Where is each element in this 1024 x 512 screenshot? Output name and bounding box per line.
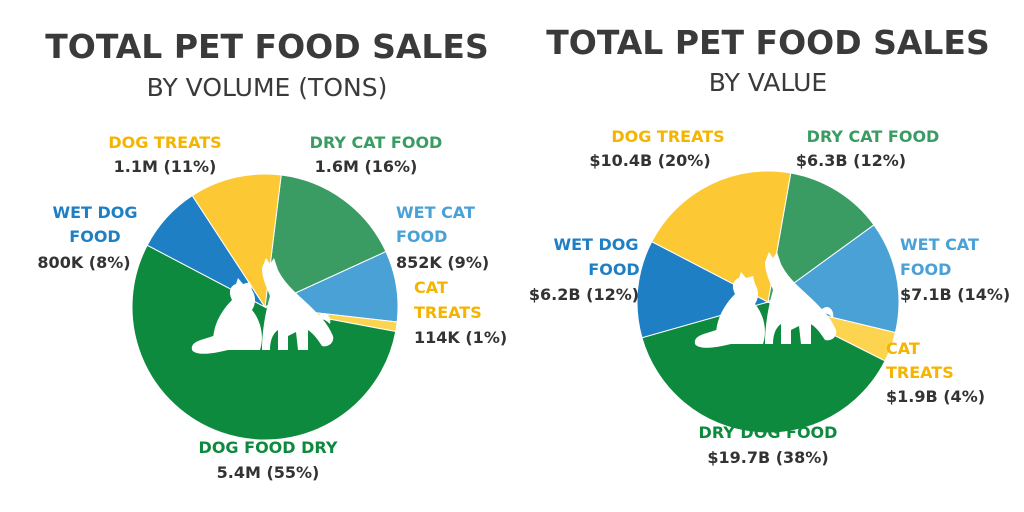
chart-1-value-cat-treats: 114K (1%) [414,328,507,347]
chart-1-labels: DOG TREATS 1.1M (11%) DRY CAT FOOD 1.6M … [37,133,507,482]
chart-2-label-cat-treats-1: CAT [886,339,920,358]
chart-2-value-dry-cat-food: $6.3B (12%) [796,151,906,170]
chart-1-value-wet-cat-food: 852K (9%) [396,253,489,272]
chart-2-value-dog-treats: $10.4B (20%) [589,151,710,170]
chart-2-slice-dog-treats [651,170,792,303]
chart-1-label-dog-treats: DOG TREATS [108,133,221,152]
chart-2-value-cat-treats: $1.9B (4%) [886,387,985,406]
chart-1-label-wet-cat-food-1: WET CAT [396,203,475,222]
chart-1-label-wet-cat-food-2: FOOD [396,227,447,246]
chart-2-labels: DOG TREATS $10.4B (20%) DRY CAT FOOD $6.… [529,127,1010,467]
chart-2-label-wet-dog-food-1: WET DOG [553,235,638,254]
chart-2-subtitle: BY VALUE [709,68,827,97]
chart-2-label-dry-dog-food: DRY DOG FOOD [699,423,838,442]
chart-2-label-dry-cat-food: DRY CAT FOOD [807,127,940,146]
chart-1-title: TOTAL PET FOOD SALES [45,27,488,66]
chart-1-slice-dry-cat-food [264,174,387,308]
chart-1-label-dog-food-dry: DOG FOOD DRY [199,438,338,457]
chart-1-label-wet-dog-food-2: FOOD [69,227,120,246]
chart-2-label-wet-cat-food-2: FOOD [900,260,951,279]
chart-2-label-cat-treats-2: TREATS [886,363,954,382]
chart-2-value-wet-dog-food: $6.2B (12%) [529,285,639,304]
chart-2-slice-dry-cat-food [767,172,875,304]
cat-dog-silhouette-icon [191,258,334,354]
chart-2-pie [636,170,900,434]
chart-2-slice-wet-dog-food [636,240,770,339]
chart-1-label-dry-cat-food: DRY CAT FOOD [310,133,443,152]
chart-1-value-dry-cat-food: 1.6M (16%) [315,157,418,176]
chart-1-value-wet-dog-food: 800K (8%) [37,253,130,272]
chart-1-pie [131,173,399,441]
chart-2-value-wet-cat-food: $7.1B (14%) [900,285,1010,304]
chart-2-label-dog-treats: DOG TREATS [611,127,724,146]
chart-1-label-cat-treats-1: CAT [414,278,448,297]
chart-2-label-wet-dog-food-2: FOOD [588,260,639,279]
chart-1-label-cat-treats-2: TREATS [414,303,482,322]
chart-1-slice-dog-treats [191,173,282,309]
chart-1-value-dog-treats: 1.1M (11%) [114,157,217,176]
chart-2-title: TOTAL PET FOOD SALES [546,23,989,62]
chart-2-label-wet-cat-food-1: WET CAT [900,235,979,254]
chart-1-value-dog-food-dry: 5.4M (55%) [217,463,320,482]
chart-1-subtitle: BY VOLUME (TONS) [147,73,388,102]
cat-dog-silhouette-icon [694,252,837,348]
chart-1-label-wet-dog-food-1: WET DOG [52,203,137,222]
chart-2-value-dry-dog-food: $19.7B (38%) [707,448,828,467]
